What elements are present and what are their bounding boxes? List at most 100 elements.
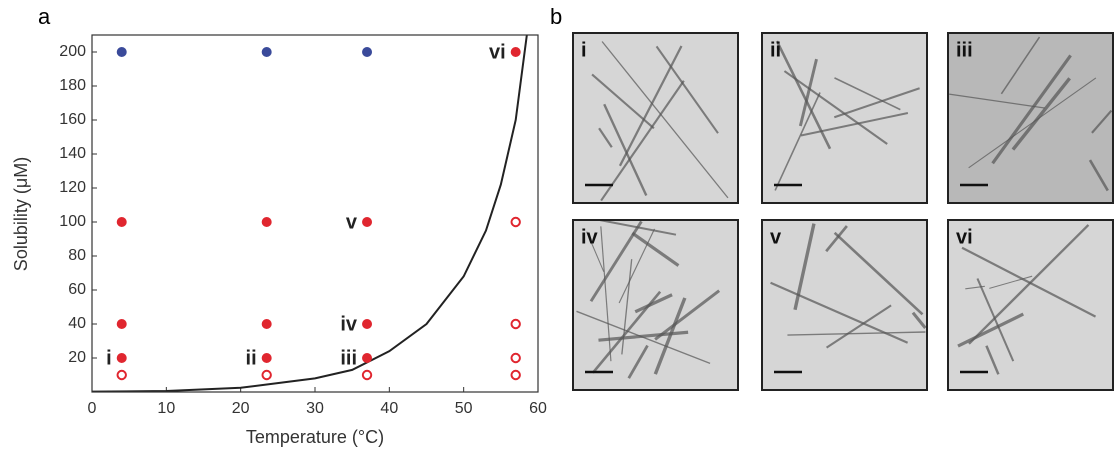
fibril bbox=[586, 231, 605, 272]
fibril bbox=[621, 259, 633, 355]
fibril bbox=[634, 293, 673, 314]
fibril bbox=[833, 87, 920, 119]
fibril bbox=[591, 290, 662, 374]
x-tick-label: 30 bbox=[306, 400, 324, 417]
fibril bbox=[911, 311, 927, 329]
micrograph-bg bbox=[573, 33, 738, 203]
y-tick-label: 20 bbox=[68, 349, 86, 366]
micrograph-bg bbox=[762, 33, 927, 203]
fibril bbox=[968, 77, 1097, 169]
data-point bbox=[116, 47, 127, 57]
x-tick-label: 50 bbox=[455, 400, 473, 417]
micrograph-bg bbox=[948, 33, 1113, 203]
fibril bbox=[1088, 159, 1109, 192]
data-point bbox=[510, 216, 521, 228]
fibril bbox=[601, 41, 729, 199]
y-tick-label: 160 bbox=[59, 111, 86, 128]
y-axis-title: Solubility (μM) bbox=[11, 157, 31, 271]
micrograph-frame bbox=[947, 32, 1114, 204]
point-label: i bbox=[106, 347, 112, 369]
point-label: v bbox=[346, 211, 358, 233]
plot-frame bbox=[91, 34, 539, 393]
fibril bbox=[833, 231, 924, 316]
x-tick-label: 20 bbox=[232, 400, 250, 417]
x-tick-label: 0 bbox=[88, 400, 97, 417]
micrograph-frame bbox=[572, 32, 739, 204]
data-point bbox=[510, 369, 521, 381]
micrograph-frame bbox=[761, 32, 928, 204]
micrograph-label: v bbox=[770, 226, 782, 248]
fibril bbox=[834, 77, 901, 111]
fibril bbox=[653, 297, 687, 375]
fibril bbox=[1000, 36, 1041, 95]
data-point bbox=[116, 369, 127, 381]
fibril bbox=[1091, 109, 1113, 134]
point-label: ii bbox=[246, 347, 257, 369]
fibril bbox=[968, 224, 1090, 345]
fibril bbox=[783, 70, 888, 145]
panel-label: b bbox=[550, 4, 562, 29]
point-label: vi bbox=[489, 41, 506, 63]
fibril bbox=[957, 312, 1024, 348]
fibril bbox=[949, 93, 1045, 109]
micrograph-bg bbox=[573, 220, 738, 390]
fibril bbox=[576, 310, 711, 364]
data-point bbox=[261, 217, 272, 227]
micrograph: vi bbox=[947, 219, 1114, 391]
fibril bbox=[655, 45, 719, 134]
fibril bbox=[631, 231, 680, 267]
fibril bbox=[989, 275, 1033, 289]
x-tick-label: 40 bbox=[380, 400, 398, 417]
fibril bbox=[1011, 77, 1071, 151]
data-point bbox=[362, 319, 373, 329]
micrograph: iv bbox=[572, 219, 739, 391]
micrograph-label: ii bbox=[770, 39, 781, 61]
micrograph: i bbox=[572, 32, 739, 204]
micrograph-label: iii bbox=[956, 39, 973, 61]
y-tick-label: 40 bbox=[68, 315, 86, 332]
micrograph-frame bbox=[761, 219, 928, 391]
micrograph: v bbox=[761, 219, 928, 391]
fibril bbox=[793, 223, 816, 311]
fibril bbox=[965, 285, 985, 290]
fibril bbox=[798, 58, 818, 127]
x-axis-title: Temperature (°C) bbox=[246, 427, 384, 447]
data-point bbox=[261, 47, 272, 57]
data-point bbox=[510, 47, 521, 57]
fibril bbox=[598, 127, 613, 148]
micrograph-frame bbox=[947, 219, 1114, 391]
data-point bbox=[510, 352, 521, 364]
fibril bbox=[985, 345, 1000, 375]
data-point bbox=[116, 319, 127, 329]
micrograph-frame bbox=[572, 219, 739, 391]
x-tick-label: 10 bbox=[157, 400, 175, 417]
panel-label: a bbox=[38, 4, 51, 29]
y-tick-label: 120 bbox=[59, 179, 86, 196]
fibril bbox=[618, 45, 683, 167]
y-tick-label: 100 bbox=[59, 213, 86, 230]
fibril bbox=[826, 304, 892, 349]
point-label: iii bbox=[340, 347, 357, 369]
fibril bbox=[825, 225, 848, 253]
micrograph-label: iv bbox=[581, 226, 599, 248]
fibril bbox=[775, 40, 832, 150]
x-tick-label: 60 bbox=[529, 400, 547, 417]
micrograph-label: i bbox=[581, 39, 587, 61]
y-tick-label: 200 bbox=[59, 43, 86, 60]
y-tick-label: 180 bbox=[59, 77, 86, 94]
data-point bbox=[361, 369, 373, 381]
data-point bbox=[362, 47, 373, 57]
data-point bbox=[116, 353, 127, 363]
data-point bbox=[510, 318, 521, 330]
fit-curve bbox=[92, 35, 528, 392]
data-point bbox=[261, 369, 272, 381]
fibril bbox=[600, 80, 685, 202]
micrograph: ii bbox=[761, 32, 928, 204]
y-tick-label: 80 bbox=[68, 247, 86, 264]
fibril bbox=[976, 278, 1015, 362]
fibril bbox=[991, 54, 1072, 165]
micrograph-label: vi bbox=[956, 226, 973, 248]
y-tick-label: 140 bbox=[59, 145, 86, 162]
fibril bbox=[961, 246, 1097, 318]
